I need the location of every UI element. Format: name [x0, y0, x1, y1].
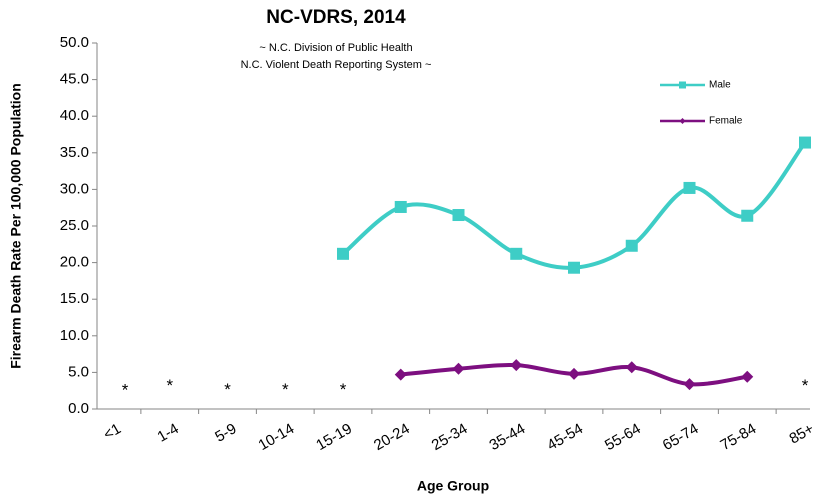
annotation: * — [282, 380, 289, 399]
subtitle: N.C. Violent Death Reporting System ~ — [241, 59, 432, 71]
chart-title: NC-VDRS, 2014 — [266, 7, 406, 28]
y-tick-label: 25.0 — [60, 217, 89, 234]
marker — [625, 361, 638, 374]
marker — [799, 136, 811, 149]
y-tick-label: 40.0 — [60, 107, 89, 124]
annotation: * — [122, 381, 129, 400]
x-tick-label: 10-14 — [256, 420, 298, 454]
marker — [683, 378, 696, 391]
y-tick-label: 30.0 — [60, 180, 89, 197]
x-tick-label: 35-44 — [487, 420, 529, 454]
annotation: * — [166, 376, 173, 395]
x-tick-label: 55-64 — [602, 420, 644, 454]
marker — [394, 368, 407, 381]
marker — [394, 200, 407, 213]
y-tick-label: 50.0 — [60, 34, 89, 51]
marker — [452, 362, 465, 375]
x-tick-label: 85+ — [786, 420, 817, 448]
marker — [625, 239, 638, 252]
y-axis-label: Firearm Death Rate Per 100,000 Populatio… — [8, 83, 24, 369]
marker — [741, 209, 754, 222]
x-tick-label: 15-19 — [313, 420, 355, 454]
legend-label: Female — [709, 116, 743, 127]
x-tick-label: 45-54 — [544, 420, 586, 454]
y-tick-label: 5.0 — [68, 363, 89, 380]
marker — [568, 261, 580, 274]
legend-marker — [679, 118, 686, 124]
marker — [741, 370, 754, 383]
y-tick-label: 45.0 — [60, 71, 89, 88]
y-tick-label: 15.0 — [60, 290, 89, 307]
y-tick-label: 20.0 — [60, 254, 89, 271]
x-tick-label: 65-74 — [660, 420, 702, 454]
y-tick-label: 35.0 — [60, 144, 89, 161]
x-axis-label: Age Group — [417, 478, 489, 494]
x-tick-label: 1-4 — [154, 420, 181, 446]
annotation: * — [340, 380, 347, 399]
legend-marker — [679, 81, 686, 89]
y-tick-label: 10.0 — [60, 327, 89, 344]
marker — [510, 247, 523, 260]
legend-label: Male — [709, 80, 731, 91]
marker — [510, 359, 523, 372]
annotation: * — [802, 376, 809, 395]
y-tick-label: 0.0 — [68, 400, 89, 417]
annotation: * — [224, 380, 231, 399]
marker — [568, 367, 580, 380]
series-line — [341, 141, 807, 270]
x-tick-label: <1 — [101, 420, 124, 443]
marker — [452, 209, 465, 222]
x-tick-label: 25-34 — [429, 420, 471, 454]
x-tick-label: 5-9 — [212, 420, 239, 446]
marker — [337, 247, 349, 260]
marker — [683, 181, 696, 194]
subtitle: ~ N.C. Division of Public Health — [259, 42, 412, 54]
x-tick-label: 75-84 — [718, 420, 760, 454]
x-tick-label: 20-24 — [371, 420, 413, 454]
